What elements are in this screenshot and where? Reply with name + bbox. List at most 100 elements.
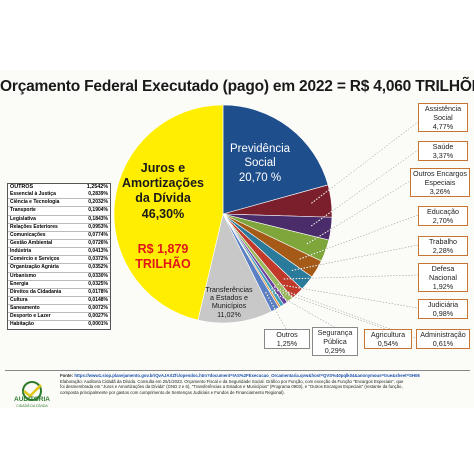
callout-text: Social (433, 113, 453, 122)
callout-pct: 2,70% (432, 216, 454, 225)
callout-pct: 0,29% (324, 346, 346, 355)
table-cell-value: 0,0001% (88, 321, 108, 328)
callout-administracao: Administração 0,61% (416, 329, 470, 349)
transferencias-label: Transferências a Estados e Municípios 11… (205, 285, 253, 319)
table-cell-value: 0,0372% (88, 256, 108, 263)
table-cell-name: Comunicações (10, 231, 46, 238)
table-row: Habitação 0,0001% (8, 320, 110, 328)
table-row: Desporto e Lazer 0,0027% (8, 312, 110, 320)
transf-line2: a Estados e (210, 293, 248, 302)
callout-pct: 1,92% (432, 282, 454, 291)
footnote-line: foi desmembrada em "Juros e Amortizações… (60, 384, 403, 390)
table-row: Gestão Ambiental 0,0726% (8, 238, 110, 247)
table-cell-value: 0,0413% (88, 248, 108, 255)
pie-slice-juros-e-amortiza-es-da-d-vida (113, 104, 224, 321)
footnote-source-line: Fonte: https://www1.siop.planejamento.go… (60, 373, 470, 379)
callout-outros: Outros 1,25% (264, 329, 310, 349)
table-row: Saneamento 0,0072% (8, 304, 110, 312)
callout-agricultura: Agricultura 0,54% (364, 329, 412, 349)
table-cell-name: Indústria (10, 248, 32, 255)
leader-line (265, 291, 287, 330)
table-row: Relações Exteriores 0,0953% (8, 222, 110, 231)
juros-label: Juros e Amortizações da Dívida 46,30% R$… (122, 161, 204, 271)
table-cell-value: 0,0325% (88, 280, 108, 287)
table-row: Energia 0,0325% (8, 279, 110, 288)
callout-pct: 0,61% (432, 339, 454, 348)
callout-trabalho: Trabalho 2,28% (418, 236, 468, 256)
callout-pct: 0,54% (377, 339, 399, 348)
leader-line (277, 284, 419, 309)
source-footnote: Fonte: https://www1.siop.planejamento.go… (60, 373, 470, 395)
table-row: Comunicações 0,0774% (8, 230, 110, 239)
table-row: Ciência e Tecnologia 0,2032% (8, 198, 110, 206)
chart-title: Orçamento Federal Executado (pago) em 20… (0, 78, 474, 95)
table-row: Comércio e Serviços 0,0372% (8, 255, 110, 263)
juros-line3: da Dívida (135, 191, 192, 205)
table-cell-name: Saneamento (10, 305, 40, 312)
callout-text: Saúde (432, 142, 454, 151)
table-cell-name: Relações Exteriores (10, 223, 58, 230)
table-cell-name: Habitação (10, 321, 34, 328)
leader-line (311, 121, 419, 204)
callout-saude: Saúde 3,37% (418, 141, 468, 161)
table-cell-name: Essencial à Justiça (10, 191, 56, 198)
table-cell-value: 0,0148% (88, 296, 108, 303)
table-row: Transporte 0,1904% (8, 206, 110, 214)
callout-text: Outros (276, 330, 298, 339)
callout-text: Segurança (317, 328, 353, 337)
table-cell-value: 0,2032% (88, 199, 108, 206)
leader-line (310, 149, 419, 227)
table-cell-name: Urbanismo (10, 272, 37, 279)
callout-judiciaria: Judiciária 0,98% (418, 299, 468, 319)
callout-text: Especiais (424, 178, 456, 187)
pie-slice-previd-ncia-social (222, 104, 329, 215)
transf-line3: Municípios (212, 301, 247, 310)
callout-text: Outros Encargos (413, 169, 467, 178)
leader-line (273, 286, 417, 339)
footnote-line: composta principalmente por gastos com c… (60, 389, 285, 395)
transf-line1: Transferências (205, 285, 253, 294)
callout-seguranca-publica: Segurança Pública 0,29% (312, 327, 358, 356)
juros-line2: Amortizações (122, 176, 204, 190)
table-cell-name: Organização Agrária (10, 264, 59, 271)
leader-line (271, 288, 387, 330)
leader-line (269, 289, 335, 328)
table-cell-value: 0,1843% (88, 215, 108, 222)
table-cell-value: 0,0178% (88, 288, 108, 295)
footnote-source-label: Fonte: (60, 373, 74, 378)
leader-line (291, 244, 419, 271)
table-cell-name: Comércio e Serviços (10, 256, 60, 263)
table-row: Legislativa 0,1843% (8, 214, 110, 223)
callout-text: Administração (420, 330, 466, 339)
table-cell-name: Transporte (10, 207, 36, 214)
juros-line1: Juros e (141, 161, 186, 175)
table-cell-name: Desporto e Lazer (10, 313, 51, 320)
table-cell-name: Energia (10, 280, 29, 287)
table-row: Organização Agrária 0,0352% (8, 263, 110, 271)
callout-text: Pública (323, 337, 347, 346)
table-cell-value: 0,0953% (88, 223, 108, 230)
table-row: Essencial à Justiça 0,2839% (8, 191, 110, 198)
callout-text: Trabalho (428, 237, 458, 246)
previdencia-label: Previdência Social 20,70 % (230, 143, 291, 184)
table-cell-name: Ciência e Tecnologia (10, 199, 60, 206)
auditoria-logo-icon (22, 381, 42, 401)
callout-pct: 1,25% (276, 339, 298, 348)
table-header-name: OUTROS (10, 184, 34, 190)
callout-pct: 3,26% (429, 187, 451, 196)
callout-educacao: Educação 2,70% (418, 206, 468, 226)
callout-pct: 3,37% (432, 151, 454, 160)
table-cell-name: Legislativa (10, 215, 36, 222)
prev-line1: Previdência (230, 143, 291, 155)
table-row: Cultura 0,0148% (8, 295, 110, 304)
source-link[interactable]: https://www1.siop.planejamento.gov.br/Qv… (74, 373, 420, 378)
juros-value-line2: TRILHÃO (135, 256, 191, 271)
table-cell-value: 0,0072% (88, 305, 108, 312)
logo-subtitle: CIDADÃ DA DÍVIDA (16, 404, 48, 408)
leader-line (283, 274, 419, 280)
table-header-row: OUTROS 1,2542% (8, 184, 110, 191)
leader-line (306, 180, 411, 245)
table-cell-value: 0,2839% (88, 191, 108, 198)
callout-text: Agricultura (370, 330, 406, 339)
